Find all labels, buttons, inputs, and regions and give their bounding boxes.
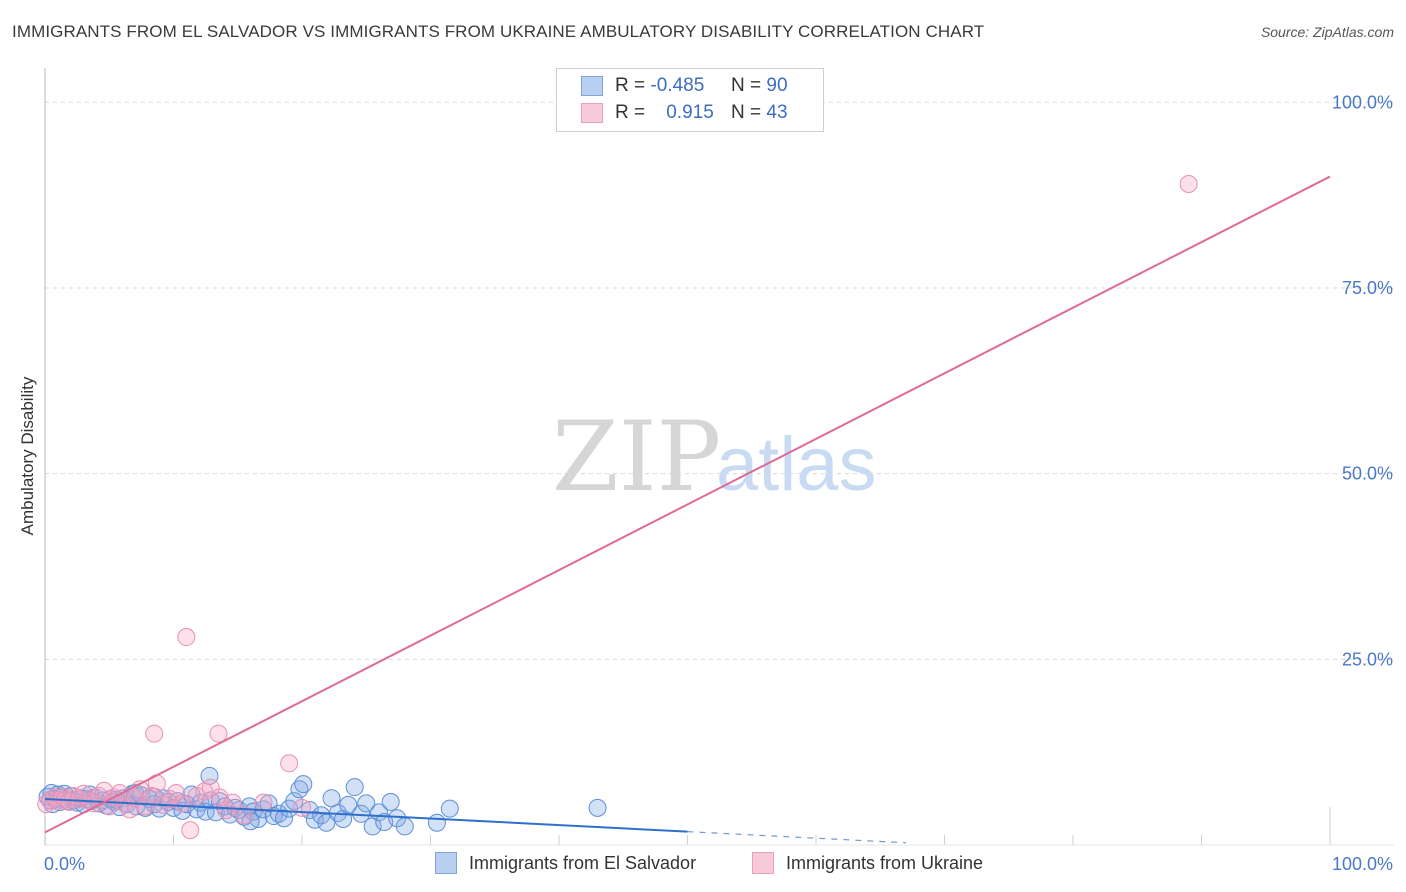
el-salvador-point: [381, 792, 400, 811]
ukraine-point: [167, 784, 186, 803]
ukraine-point: [181, 821, 200, 840]
y-tick-label: 50.0%: [1342, 464, 1393, 484]
n-value: 43: [766, 102, 788, 123]
source-label: Source: ZipAtlas.com: [1260, 24, 1394, 40]
el-salvador-point: [427, 813, 446, 832]
ukraine-point: [293, 798, 311, 817]
legend-item-ukraine: Immigrants from Ukraine: [752, 852, 983, 874]
el-salvador-point: [357, 794, 376, 813]
el-salvador-point: [588, 798, 607, 817]
watermark-zip: ZIP: [552, 401, 721, 513]
ukraine-point: [1179, 174, 1198, 193]
el-salvador-point: [395, 817, 414, 836]
ukraine-point: [201, 778, 220, 797]
ukraine-point: [223, 793, 242, 812]
legend-item-el-salvador: Immigrants from El Salvador: [435, 852, 696, 874]
y-tick-labels: 25.0% 50.0% 75.0% 100.0%: [1332, 92, 1393, 669]
ukraine-point: [177, 628, 196, 647]
r-label: R =: [615, 75, 646, 96]
pink-swatch: [581, 103, 603, 123]
x-tick-labels: 0.0% 100.0%: [44, 854, 1393, 874]
el-salvador-point: [294, 775, 313, 794]
legend-label: Immigrants from El Salvador: [469, 852, 697, 873]
el-salvador-point: [345, 778, 364, 797]
el-salvador-trend-line: [44, 797, 688, 833]
r-label: R =: [615, 102, 646, 123]
ukraine-point: [209, 724, 228, 743]
blue-swatch: [435, 852, 457, 874]
r-value: 0.915: [666, 102, 714, 123]
n-label: N =: [731, 102, 762, 123]
el-salvador-point: [440, 799, 459, 818]
chart-title: IMMIGRANTS FROM EL SALVADOR VS IMMIGRANT…: [12, 22, 985, 41]
r-value: -0.485: [650, 75, 705, 96]
stats-legend: R = -0.485 N = 90 R = 0.915 N = 43: [556, 68, 824, 132]
y-tick-label: 75.0%: [1342, 278, 1393, 298]
ukraine-trend-line: [44, 175, 1331, 834]
ukraine-point: [280, 754, 299, 773]
legend-row-ukraine: R = 0.915 N = 43: [581, 100, 788, 126]
ukraine-point: [145, 724, 164, 743]
ukraine-point: [254, 793, 273, 812]
x-tick-label: 100.0%: [1332, 854, 1393, 874]
watermark-atlas: atlas: [716, 422, 877, 507]
y-axis-label: Ambulatory Disability: [18, 376, 37, 535]
x-tick-label: 0.0%: [44, 854, 85, 874]
el-salvador-point: [285, 792, 304, 811]
blue-swatch: [581, 76, 603, 96]
el-salvador-point: [322, 789, 341, 808]
pink-swatch: [752, 852, 774, 874]
ukraine-point: [136, 797, 155, 816]
n-label: N =: [731, 75, 762, 96]
legend-label: Immigrants from Ukraine: [786, 852, 984, 873]
ukraine-point: [235, 806, 254, 825]
el-salvador-point: [210, 792, 229, 811]
y-tick-label: 25.0%: [1342, 649, 1393, 669]
ukraine-point: [120, 800, 139, 819]
el-salvador-point: [275, 809, 294, 828]
ukraine-point: [217, 801, 236, 820]
n-value: 90: [766, 75, 788, 96]
y-tick-label: 100.0%: [1332, 92, 1393, 112]
trend-lines: [44, 175, 1331, 844]
legend-row-el-salvador: R = -0.485 N = 90: [581, 73, 788, 99]
ukraine-point: [173, 794, 192, 813]
el-salvador-trend-extension: [687, 831, 906, 844]
